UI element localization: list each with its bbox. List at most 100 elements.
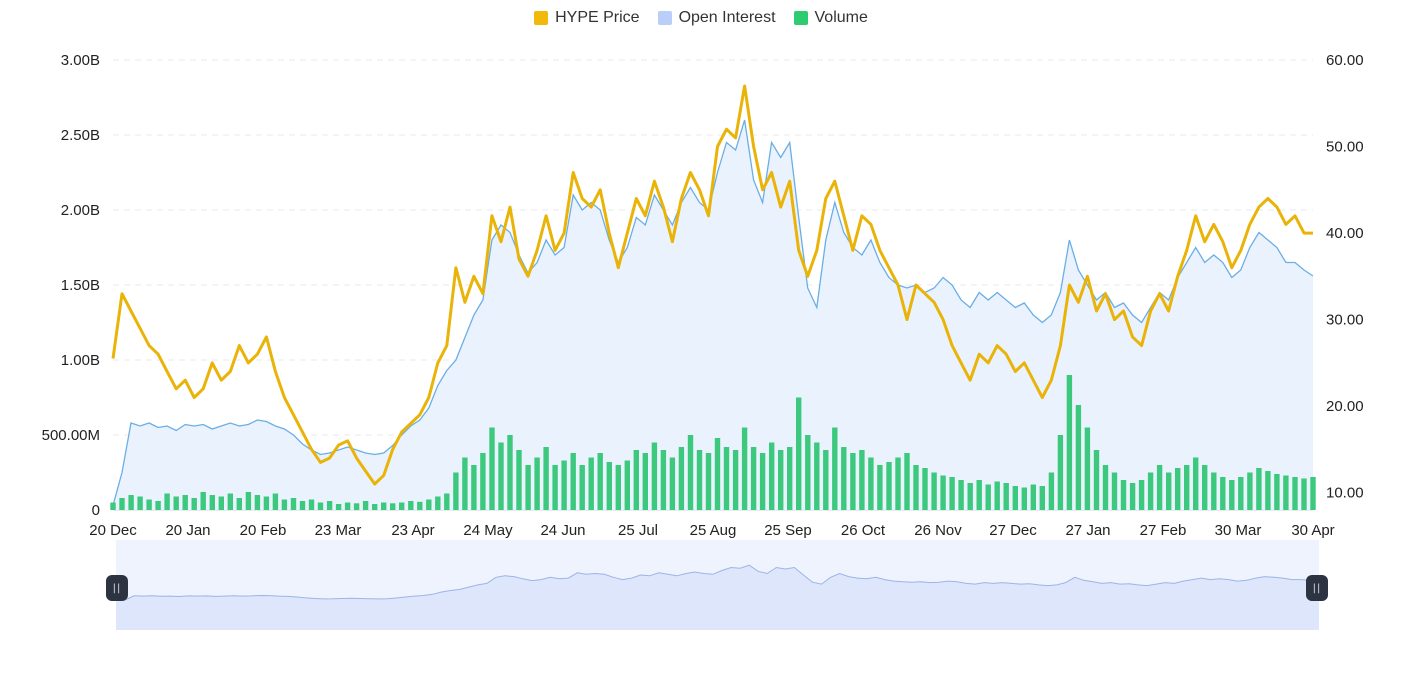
volume-bar [1310,477,1316,510]
volume-bar [453,472,459,510]
x-tick-label: 27 Jan [1065,522,1110,539]
volume-bar [570,453,576,510]
volume-bar [976,480,982,510]
volume-bar [390,503,396,511]
volume-bar [1184,465,1190,510]
volume-bar [498,442,504,510]
volume-bar [173,496,179,510]
x-tick-label: 25 Jul [618,522,658,539]
x-tick-label: 25 Aug [690,522,737,539]
volume-bar [1274,474,1280,510]
volume-bar [1247,472,1253,510]
volume-bar [290,498,297,510]
volume-bar [904,453,910,510]
volume-bar [1111,472,1118,510]
open-interest-swatch-icon [657,11,672,25]
volume-bar [642,453,648,510]
right-tick-label: 40.00 [1326,225,1364,242]
volume-bars [110,375,1316,511]
volume-bar [471,465,477,510]
volume-bar [1292,477,1298,510]
volume-bar [696,450,703,510]
legend-item-volume[interactable]: Volume [793,9,868,27]
volume-bar [362,501,369,510]
legend-label-open-interest: Open Interest [678,9,776,26]
volume-bar [200,492,206,510]
volume-bar [994,481,1000,510]
right-tick-label: 50.00 [1326,139,1364,156]
volume-bar [615,465,621,510]
zoom-handle-right[interactable]: || [1306,575,1328,601]
volume-bar [787,447,793,510]
volume-bar [372,504,378,510]
volume-bar [1039,486,1045,510]
right-tick-label: 60.00 [1326,52,1364,69]
volume-bar [814,442,820,510]
zoom-handle-left[interactable]: || [106,575,128,601]
volume-bar [1138,480,1145,510]
volume-bar [1048,472,1055,510]
grip-icon: || [112,582,122,594]
volume-bar [967,483,973,510]
volume-bar [317,502,324,510]
x-tick-label: 23 Apr [391,522,434,539]
volume-bar [1021,487,1027,510]
volume-bar [1012,486,1018,510]
volume-bar [651,442,658,510]
volume-bar [516,450,522,510]
x-tick-label: 20 Dec [89,522,137,539]
volume-bar [778,450,784,510]
volume-bar [1229,480,1235,510]
x-tick-label: 20 Feb [240,522,287,539]
left-tick-label: 500.00M [42,427,100,444]
grip-icon: || [1312,582,1322,594]
zoom-area-line [116,564,1320,601]
volume-bar [227,493,233,510]
volume-bar [1147,472,1154,510]
volume-bar [561,460,567,510]
volume-bar [444,493,450,510]
volume-bar [823,450,829,510]
volume-bar [922,468,928,510]
volume-bar [272,493,279,510]
volume-bar [1166,472,1172,510]
volume-bar [705,453,712,510]
volume-bar [579,465,585,510]
left-axis: 0 500.00M 1.00B 1.50B 2.00B 2.50B 3.00B [42,52,100,519]
volume-bar [435,496,441,510]
volume-bar [534,457,540,510]
volume-bar [426,499,432,510]
volume-bar [940,475,946,510]
legend-label-price: HYPE Price [555,9,640,26]
main-chart[interactable]: 0 500.00M 1.00B 1.50B 2.00B 2.50B 3.00B 10.00 2… [0,36,1402,540]
volume-bar [1003,483,1009,510]
right-axis: 10.00 20.00 30.00 40.00 50.00 60.00 [1326,52,1364,502]
volume-bar [408,501,414,510]
volume-bar [1075,405,1082,510]
volume-bar [859,450,865,510]
volume-bar [796,397,802,510]
volume-bar [335,504,342,510]
right-tick-label: 30.00 [1326,312,1364,329]
volume-bar [1265,471,1271,510]
volume-bar [299,501,306,510]
volume-bar [597,453,603,510]
volume-bar [606,462,612,510]
volume-bar [732,450,739,510]
volume-bar [182,495,188,510]
volume-bar [678,447,685,510]
x-tick-label: 26 Nov [914,522,962,539]
legend: HYPE Price Open Interest Volume [0,0,1402,36]
volume-bar [507,435,513,510]
right-tick-label: 10.00 [1326,485,1364,502]
legend-item-price[interactable]: HYPE Price [534,9,640,27]
volume-bar [868,457,874,510]
legend-item-open-interest[interactable]: Open Interest [657,9,776,27]
volume-bar [110,502,116,510]
volume-bar [633,450,639,510]
x-tick-label: 24 Jun [540,522,585,539]
zoom-slider[interactable] [116,540,1320,630]
x-tick-label: 27 Dec [989,522,1037,539]
volume-bar [895,457,901,510]
volume-bar [1211,472,1217,510]
